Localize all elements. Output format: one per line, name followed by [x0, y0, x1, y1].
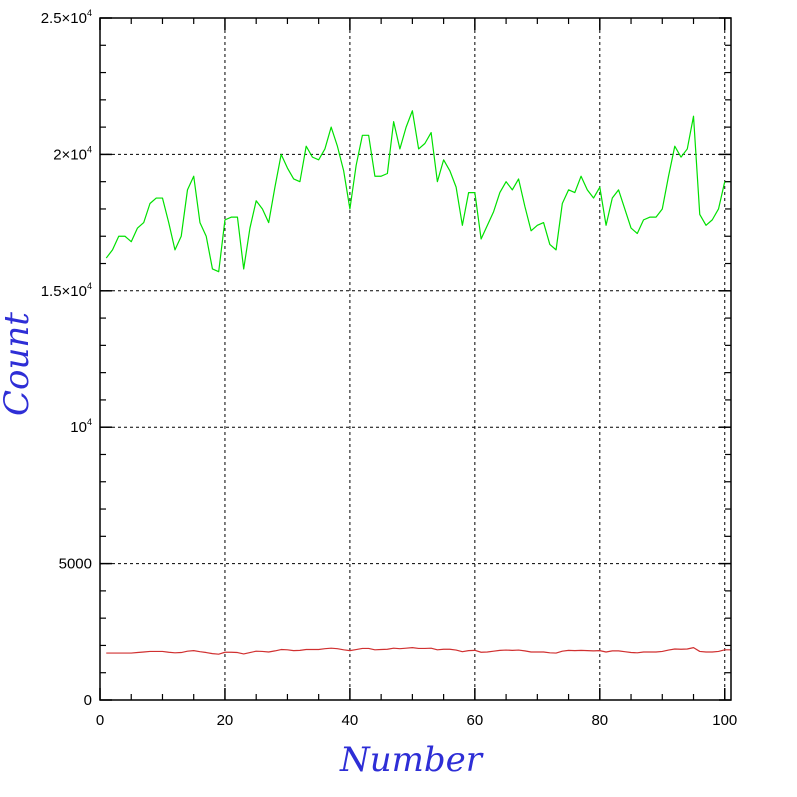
y-tick-labels: 0 5000 104 1.5×104 2×104 2.5×104 [41, 8, 92, 709]
plot-frame [99, 17, 732, 701]
series-line-1 [105, 110, 731, 273]
x-axis-title: Number [339, 740, 484, 780]
series-layer [105, 110, 731, 655]
y-axis-title: Count [0, 312, 37, 416]
x-tick-label: 100 [712, 712, 737, 729]
y-tick-label: 0 [84, 692, 92, 709]
axis-ticks [99, 17, 731, 701]
y-tick-label: 5000 [59, 556, 92, 573]
y-tick-label: 104 [70, 417, 92, 436]
y-tick-label: 2.5×104 [41, 8, 92, 27]
y-tick-label: 2×104 [53, 144, 92, 163]
grid-lines [100, 18, 731, 700]
x-tick-label: 60 [467, 712, 484, 729]
x-tick-labels: 0 20 40 60 80 100 [96, 712, 737, 729]
x-tick-label: 0 [96, 712, 104, 729]
x-tick-label: 40 [342, 712, 359, 729]
y-tick-label: 1.5×104 [41, 281, 92, 300]
x-tick-label: 80 [591, 712, 608, 729]
series-line-2 [106, 647, 731, 655]
x-tick-label: 20 [217, 712, 234, 729]
